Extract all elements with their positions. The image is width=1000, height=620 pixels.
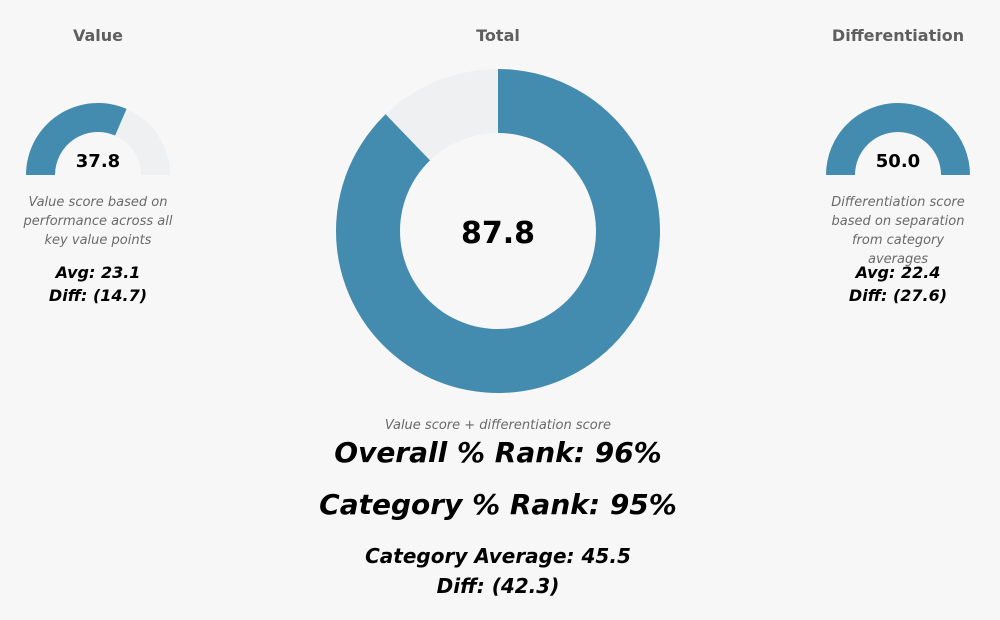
differentiation-diff: Diff: (27.6) bbox=[848, 286, 948, 305]
differentiation-description: Differentiation score based on separatio… bbox=[831, 195, 965, 267]
value-gauge: 37.8 bbox=[26, 103, 170, 175]
total-donut-label: 87.8 bbox=[461, 216, 535, 251]
differentiation-gauge: 50.0 bbox=[826, 103, 970, 175]
total-title: Total bbox=[476, 26, 520, 45]
value-avg: Avg: 23.1 bbox=[55, 263, 141, 282]
value-diff: Diff: (14.7) bbox=[48, 286, 148, 305]
value-description: Value score based on performance across … bbox=[23, 195, 173, 248]
differentiation-title: Differentiation bbox=[831, 26, 965, 45]
category-rank: Category % Rank: 95% bbox=[319, 488, 677, 521]
differentiation-gauge-fill bbox=[826, 103, 970, 175]
category-average: Category Average: 45.5 bbox=[365, 544, 631, 568]
total-donut: 87.8 bbox=[336, 69, 660, 393]
differentiation-gauge-label: 50.0 bbox=[876, 151, 920, 172]
differentiation-avg: Avg: 22.4 bbox=[855, 263, 941, 282]
total-diff: Diff: (42.3) bbox=[436, 574, 560, 598]
value-title: Value bbox=[72, 26, 124, 45]
total-description: Value score + differentiation score bbox=[384, 418, 612, 433]
value-gauge-fill bbox=[26, 103, 127, 175]
value-gauge-label: 37.8 bbox=[76, 151, 120, 172]
overall-rank: Overall % Rank: 96% bbox=[334, 436, 662, 469]
total-donut-fill bbox=[336, 69, 660, 393]
